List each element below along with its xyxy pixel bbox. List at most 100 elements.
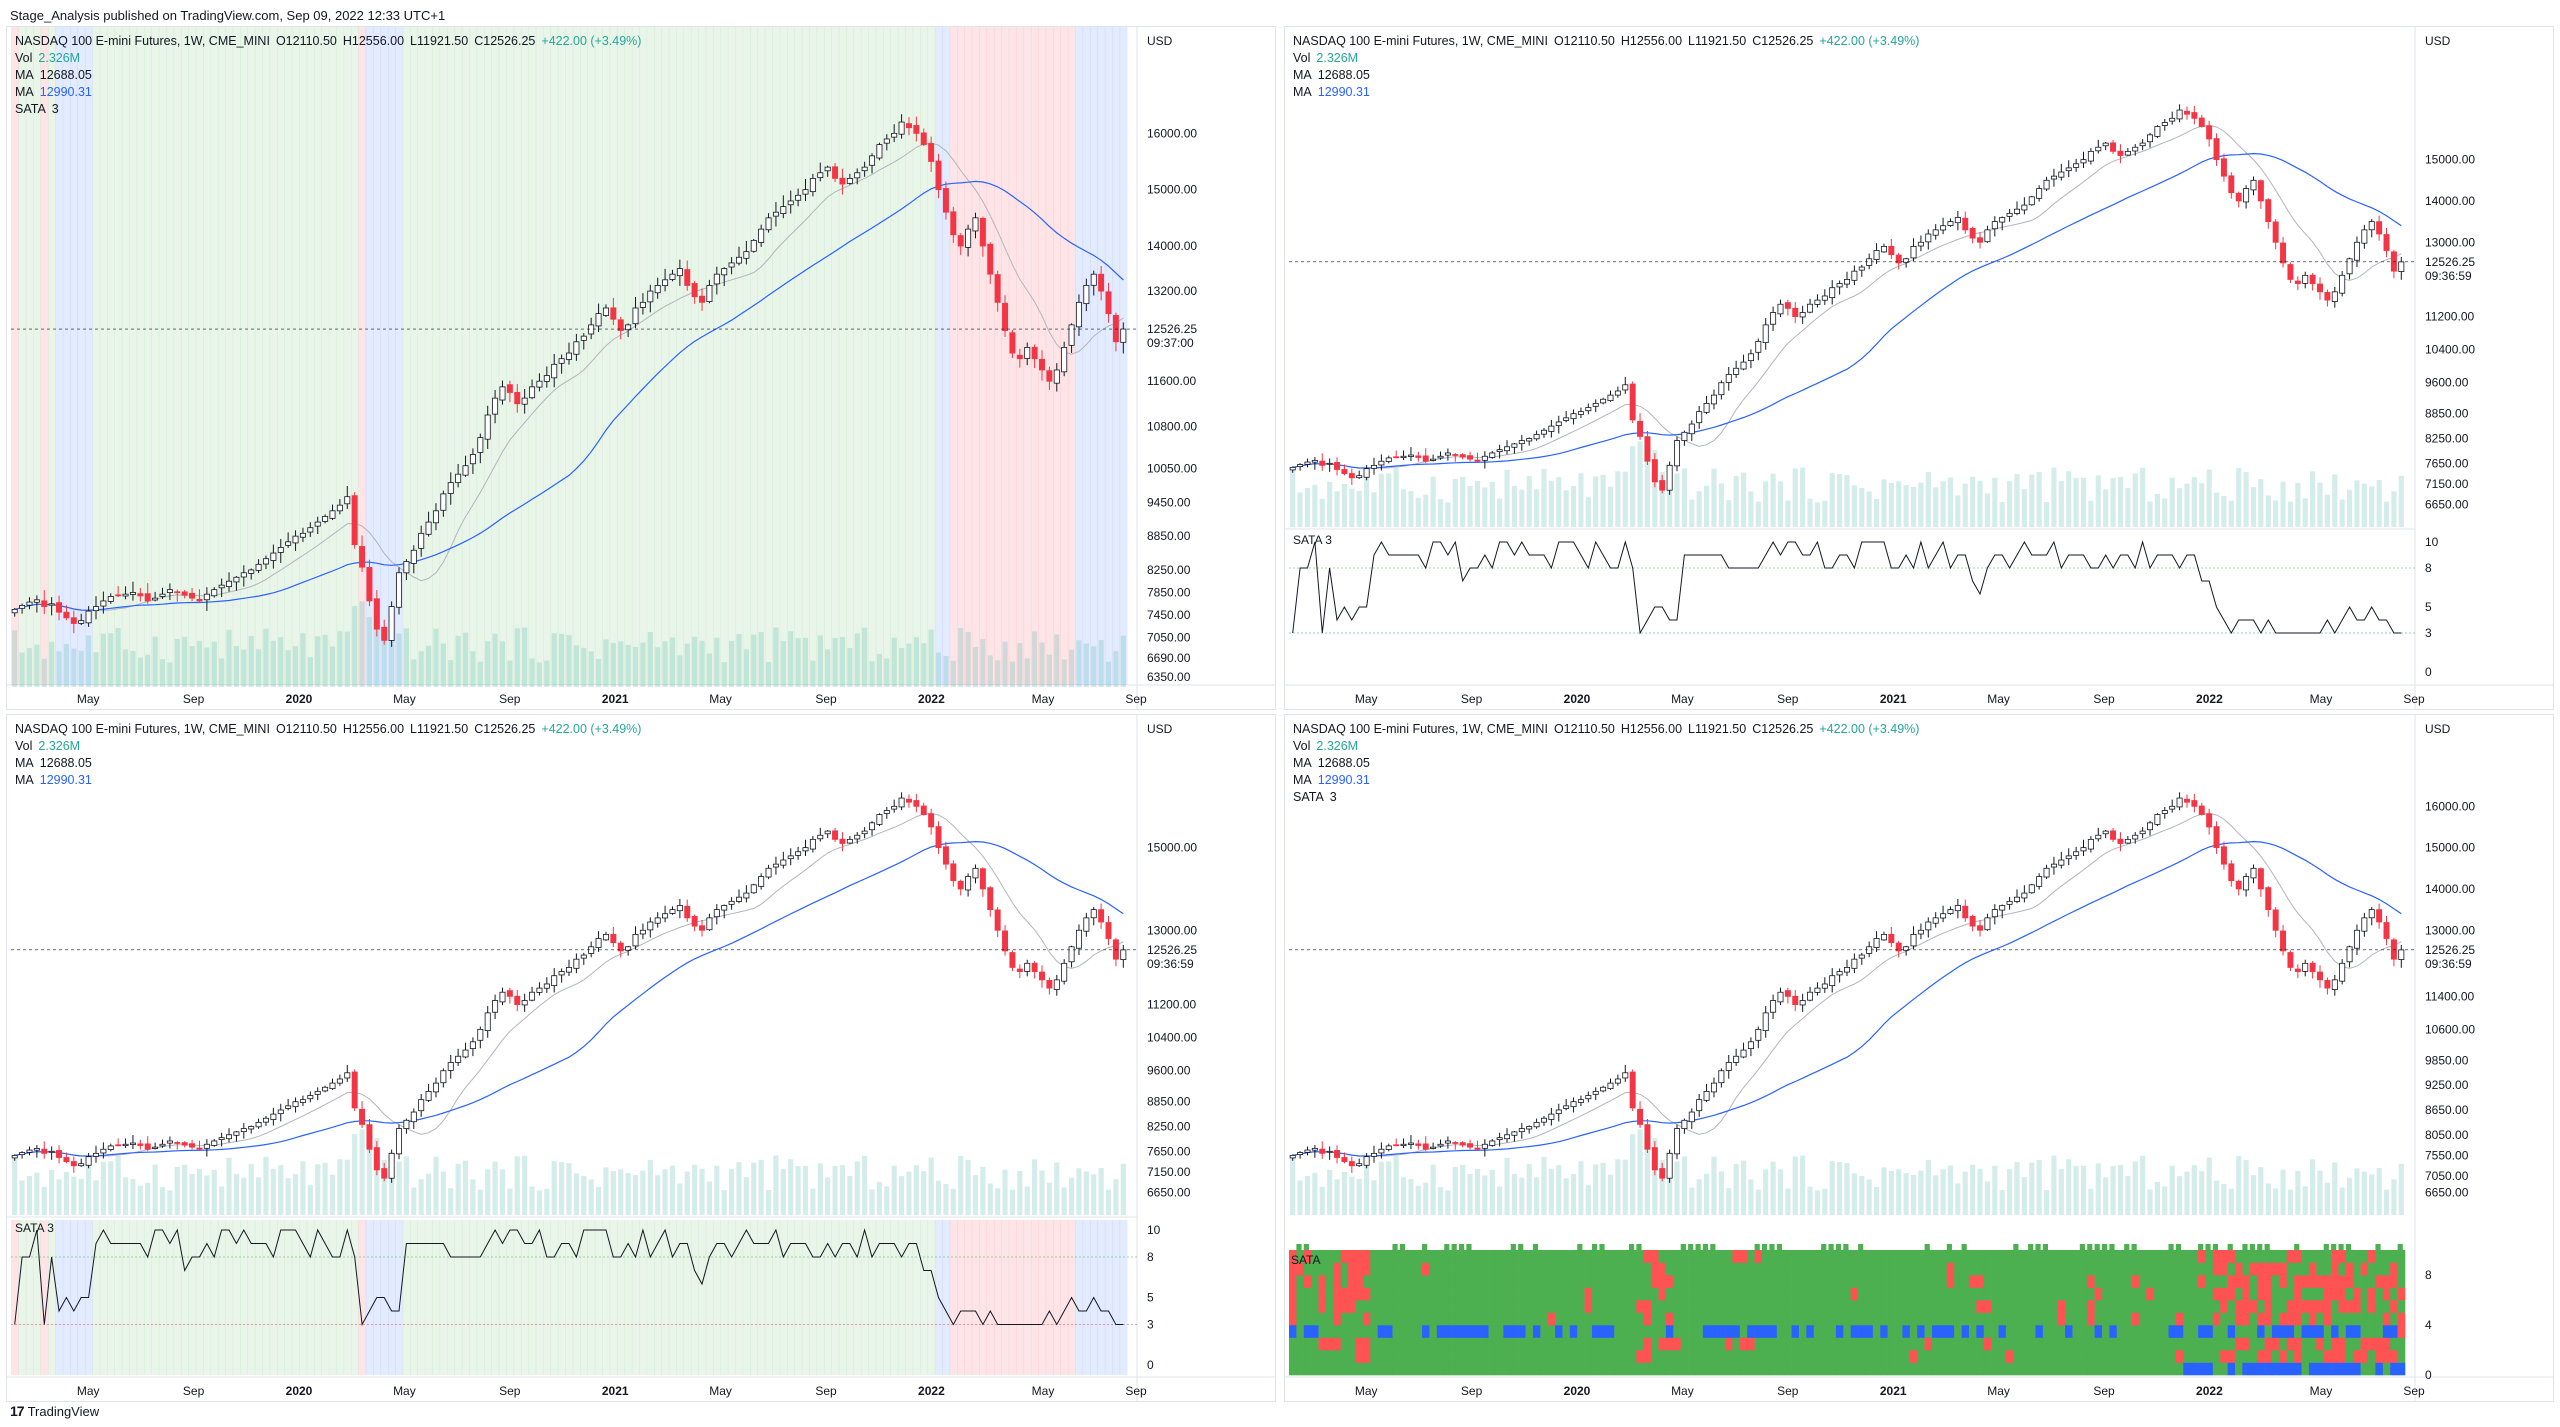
candle-body — [381, 1168, 388, 1179]
sata-heat-cell — [1525, 1362, 1534, 1376]
sata-heat-cell — [2198, 1337, 2206, 1351]
stage-band — [1045, 27, 1054, 685]
volume-bar — [448, 660, 454, 687]
sata-heat-cell — [1954, 1262, 1962, 1276]
sata-heat-cell — [1806, 1337, 1815, 1351]
sata-heat-cell — [1695, 1337, 1704, 1351]
candle-body — [832, 830, 839, 840]
candle-body — [137, 1143, 144, 1146]
sata-heat-cell — [1289, 1362, 1297, 1376]
sata-heat-cell — [2271, 1350, 2280, 1363]
candle-body — [1607, 394, 1614, 402]
sata-heat-cell — [1495, 1262, 1504, 1276]
sata-heat-cell — [1924, 1300, 1933, 1313]
sata-heat-cell — [1614, 1287, 1622, 1301]
chart-panel-2[interactable]: 15000.00 14000.00 13000.00 11200.00 10400.00… — [1284, 26, 2554, 710]
sata-heat-cell — [1754, 1350, 1763, 1363]
chart-canvas-2[interactable]: 15000.0014000.0013000.0011200.0010400.00… — [1285, 27, 2553, 709]
sata-heat-cell — [2057, 1250, 2066, 1263]
sata-heat-cell — [2397, 1300, 2406, 1313]
volume-bar — [1032, 631, 1038, 687]
sata-heat-cell — [1436, 1262, 1445, 1276]
chart-panel-1[interactable]: 16000.00 15000.00 14000.00 13200.00 11600.00… — [6, 26, 1276, 710]
sata-heat-cell — [1555, 1312, 1563, 1326]
sata-heat-cell — [2353, 1350, 2361, 1363]
sata-heat-cell — [1333, 1250, 1342, 1263]
chart-canvas-4[interactable]: 16000.0015000.0014000.0013000.0011400.00… — [1285, 715, 2553, 1401]
volume-bar — [1718, 483, 1724, 527]
sata-heat-cell — [1813, 1312, 1822, 1326]
sata-heat-cell — [1717, 1262, 1726, 1276]
legend-line-3: MA 12990.31 — [15, 772, 647, 789]
sata-heat-cell — [1688, 1337, 1696, 1351]
stage-band — [631, 1220, 640, 1375]
price-tick-label: 6350.00 — [1147, 670, 1191, 684]
sata-heat-cell — [1872, 1275, 1881, 1288]
candle-body — [218, 584, 225, 589]
sata-heat-cell — [2345, 1262, 2354, 1276]
sata-heat-cell — [1710, 1250, 1718, 1263]
chart-panel-4[interactable]: 16000.00 15000.00 14000.00 13000.00 11400.00… — [1284, 714, 2554, 1402]
footer-brand[interactable]: 17 TradingView — [10, 1403, 99, 1419]
candle-body — [277, 547, 284, 553]
volume-bar — [610, 642, 616, 687]
sata-heat-cell — [1562, 1300, 1571, 1313]
sata-heat-cell — [1385, 1362, 1393, 1376]
volume-bar — [684, 643, 690, 687]
sata-heat-tick — [1466, 1244, 1472, 1250]
sata-heat-cell — [1754, 1337, 1763, 1351]
volume-bar — [1534, 489, 1540, 527]
sata-heat-cell — [1495, 1250, 1504, 1263]
sata-heat-cell — [1311, 1250, 1319, 1263]
sata-heat-cell — [2094, 1362, 2103, 1376]
volume-bar — [2051, 1155, 2057, 1215]
volume-bar — [1770, 1161, 1776, 1215]
sata-heat-cell — [2345, 1300, 2354, 1313]
sata-heat-cell — [1931, 1350, 1940, 1363]
stage-band — [1090, 27, 1098, 685]
volume-bar — [2376, 480, 2382, 527]
volume-bar — [1556, 1165, 1562, 1215]
candle-body — [137, 593, 144, 597]
volume-bar — [241, 1177, 247, 1215]
volume-bar — [1364, 475, 1370, 527]
sata-heat-cell — [2242, 1262, 2251, 1276]
candle-body — [891, 132, 898, 138]
sata-heat-cell — [1717, 1337, 1726, 1351]
candle-body — [499, 386, 506, 401]
chart-canvas-1[interactable]: 16000.0015000.0014000.0013200.0011600.00… — [7, 27, 1275, 709]
volume-bar — [507, 1188, 513, 1215]
chart-canvas-3[interactable]: 15000.0013000.0011200.0010400.009600.008… — [7, 715, 1275, 1401]
stage-band — [934, 27, 943, 685]
sata-heat-cell — [1562, 1362, 1571, 1376]
sata-heat-cell — [2028, 1275, 2036, 1288]
candle-body — [543, 983, 550, 989]
stage-band — [321, 27, 330, 685]
candle-body — [1459, 454, 1466, 458]
sata-heat-cell — [2109, 1300, 2118, 1313]
sata-heat-cell — [2375, 1262, 2384, 1276]
sata-heat-cell — [1902, 1287, 1911, 1301]
candle-body — [2368, 909, 2375, 919]
candle-body — [329, 1082, 336, 1090]
sata-heat-cell — [1835, 1350, 1844, 1363]
chart-panel-3[interactable]: 15000.00 13000.00 11200.00 10400.00 9600.00 8… — [6, 714, 1276, 1402]
sata-heat-cell — [1488, 1362, 1497, 1376]
sata-heat-cell — [1991, 1275, 1999, 1288]
sata-heat-cell — [1540, 1250, 1548, 1263]
sata-heat-cell — [1880, 1275, 1888, 1288]
volume-bar — [1511, 486, 1518, 527]
sata-heat-cell — [1599, 1275, 1608, 1288]
candle-body — [920, 805, 927, 815]
stage-band — [557, 1220, 566, 1375]
time-tick-label: 2020 — [286, 692, 313, 706]
volume-bar — [1674, 473, 1680, 527]
volume-bar — [1947, 1165, 1954, 1215]
sata-heat-cell — [1458, 1312, 1467, 1326]
volume-bar — [1570, 486, 1577, 527]
volume-bar — [1312, 1172, 1318, 1215]
candle-body — [410, 1111, 417, 1123]
candle-body — [336, 1078, 343, 1084]
stage-band — [838, 27, 847, 685]
sata-heat-cell — [2109, 1325, 2118, 1338]
